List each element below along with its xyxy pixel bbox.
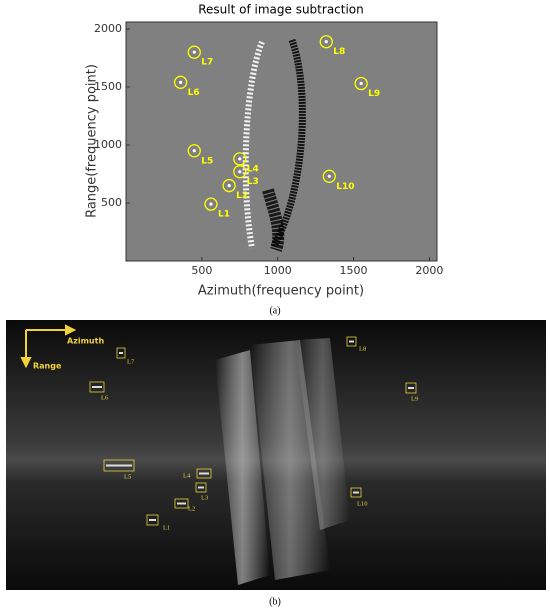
target-circle — [233, 165, 247, 179]
target-dot — [324, 40, 328, 44]
target-box — [195, 482, 207, 493]
direction-arrows — [20, 324, 77, 369]
black-echo — [270, 38, 306, 248]
target-label: L3 — [247, 177, 259, 187]
clutter — [215, 350, 270, 585]
target-circle — [173, 75, 188, 89]
target-label: L7 — [201, 58, 213, 68]
x-tick-label: 500 — [191, 264, 212, 277]
target-dot — [179, 80, 183, 84]
target-label: L5 — [201, 156, 213, 166]
target-glint — [149, 519, 156, 521]
target-glint — [408, 387, 414, 389]
target-label: L6 — [188, 88, 200, 98]
y-axis-label: Range(frequency point) — [85, 64, 100, 218]
target-glint — [119, 352, 123, 354]
target-circle — [187, 144, 201, 158]
target-label: L4 — [183, 472, 191, 479]
target-circle — [354, 76, 368, 91]
target-label: L2 — [188, 505, 195, 512]
clutter — [295, 338, 350, 530]
target-label: L1 — [163, 524, 170, 531]
target-circle — [204, 197, 218, 211]
target-glint — [198, 486, 204, 489]
target-box — [346, 336, 357, 347]
target-box — [116, 347, 126, 359]
target-box — [350, 487, 362, 498]
azimuth-label: Azimuth — [67, 337, 104, 346]
target-label: L10 — [336, 182, 354, 192]
target-box — [103, 459, 135, 472]
target-circle — [222, 178, 236, 193]
y-tick-label: 2000 — [94, 22, 122, 35]
target-glint — [199, 472, 209, 475]
white-echo — [242, 40, 265, 249]
target-box — [196, 468, 212, 479]
x-tick-label: 2000 — [415, 264, 443, 277]
target-dot — [209, 202, 213, 206]
y-tick-label: 1500 — [94, 80, 122, 93]
target-box — [146, 514, 159, 526]
target-box — [405, 382, 417, 394]
target-label: L8 — [359, 345, 366, 352]
target-dot — [327, 174, 331, 178]
target-circle — [233, 152, 247, 166]
target-glint — [92, 386, 102, 388]
x-axis-label: Azimuth(frequency point) — [198, 284, 364, 299]
target-label: L10 — [357, 500, 367, 507]
y-tick-label: 1000 — [94, 138, 122, 151]
x-tick-label: 1500 — [340, 264, 368, 277]
target-label: L3 — [201, 494, 208, 501]
caption: (a) — [269, 305, 280, 316]
target-label: L2 — [236, 191, 248, 201]
black-echo — [262, 188, 285, 252]
target-circle — [322, 169, 336, 183]
target-glint — [177, 502, 186, 505]
target-glint — [106, 464, 132, 467]
target-circle — [319, 35, 333, 49]
range-label: Range — [33, 362, 62, 371]
target-label: L6 — [101, 394, 109, 401]
y-tick-label: 500 — [101, 196, 122, 209]
target-dot — [238, 170, 242, 174]
target-label: L7 — [127, 358, 135, 365]
clutter — [250, 340, 330, 580]
target-dot — [192, 149, 196, 153]
target-dot — [238, 157, 242, 161]
target-dot — [192, 50, 196, 54]
target-glint — [353, 491, 359, 494]
target-glint — [349, 340, 354, 343]
target-dot — [227, 183, 231, 188]
target-dot — [359, 81, 363, 86]
target-label: L1 — [218, 210, 230, 220]
target-label: L9 — [411, 395, 418, 402]
target-circle — [187, 45, 201, 59]
target-label: L9 — [368, 89, 380, 99]
x-tick-label: 1000 — [264, 264, 292, 277]
plot-frame — [125, 21, 438, 262]
chart-title: Result of image subtraction — [198, 3, 364, 17]
caption: (b) — [269, 596, 281, 607]
target-label: L8 — [333, 47, 345, 57]
target-box — [89, 381, 105, 393]
target-box — [174, 498, 189, 509]
target-label: L4 — [247, 164, 259, 174]
target-label: L5 — [124, 473, 131, 480]
